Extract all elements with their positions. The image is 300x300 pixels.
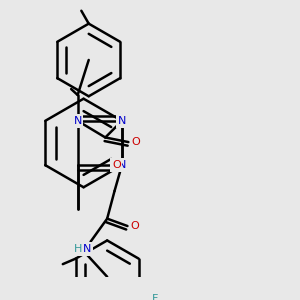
Text: N: N [118, 160, 126, 170]
Text: O: O [112, 160, 121, 170]
Text: H: H [74, 244, 82, 254]
Text: N: N [118, 116, 126, 126]
Text: N: N [74, 116, 82, 126]
Text: N: N [83, 244, 91, 254]
Text: O: O [130, 221, 139, 231]
Text: F: F [152, 294, 158, 300]
Text: O: O [131, 137, 140, 147]
